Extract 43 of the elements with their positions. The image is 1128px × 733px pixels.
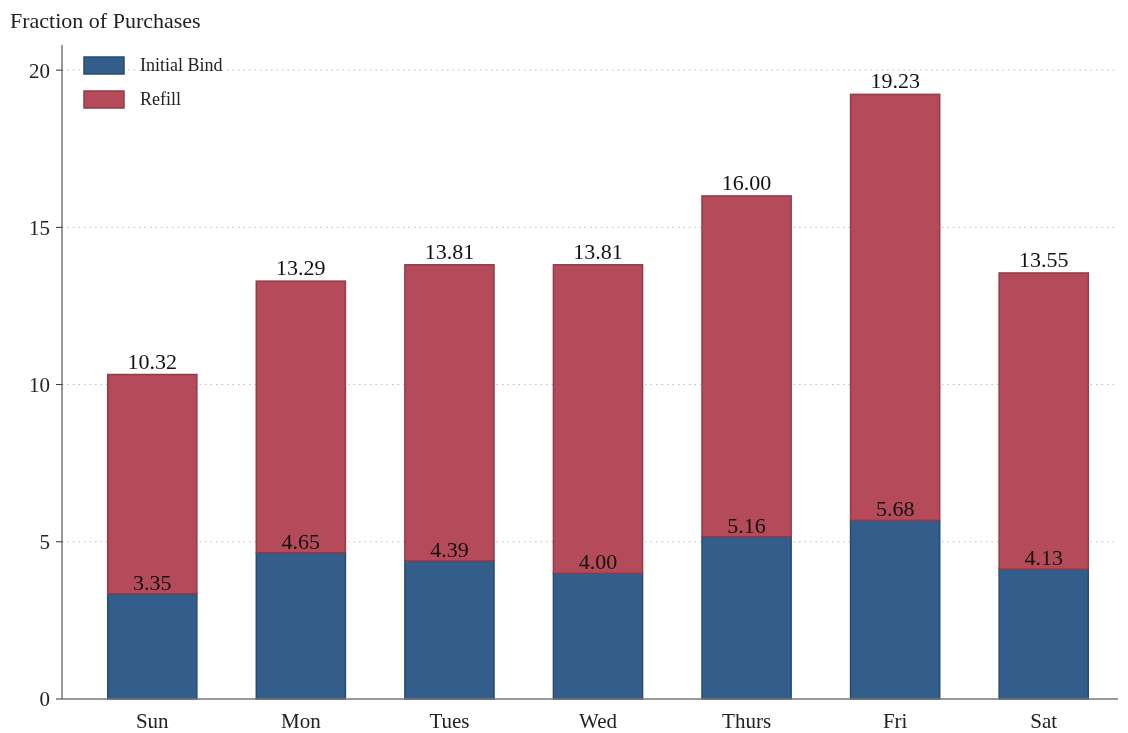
total-label: 10.32 — [127, 348, 178, 374]
total-label: 19.23 — [870, 68, 920, 94]
bar — [998, 272, 1090, 570]
y-tick-label: 20 — [29, 58, 50, 83]
bar — [849, 519, 941, 700]
y-axis-title: Fraction of Purchases — [10, 8, 201, 33]
x-tick-label: Fri — [882, 709, 908, 733]
data-label: 4.65 — [281, 528, 321, 554]
x-tick-label: Tues — [429, 709, 470, 733]
bar — [701, 536, 792, 700]
bar — [552, 264, 644, 574]
bar — [404, 264, 495, 562]
bar — [106, 592, 198, 700]
y-tick-label: 0 — [39, 687, 50, 712]
data-label: 4.13 — [1024, 545, 1063, 571]
data-label: 3.35 — [133, 569, 172, 595]
x-tick-label: Sun — [135, 709, 170, 733]
bar — [255, 280, 347, 554]
bar — [701, 195, 792, 538]
total-label: 16.00 — [721, 169, 772, 195]
bar — [106, 373, 198, 595]
data-label: 4.00 — [578, 549, 618, 575]
total-label: 13.55 — [1018, 246, 1069, 272]
total-label: 13.81 — [424, 238, 475, 264]
legend-label: Initial Bind — [140, 55, 223, 76]
x-tick-label: Mon — [281, 709, 322, 733]
y-tick-label: 10 — [29, 372, 50, 397]
bar — [849, 93, 941, 522]
x-tick-label: Thurs — [722, 709, 772, 733]
legend-label: Refill — [140, 89, 181, 110]
bar — [998, 568, 1090, 700]
bar — [552, 572, 644, 700]
bar — [404, 560, 495, 700]
data-label: 5.16 — [727, 512, 766, 538]
data-label: 5.68 — [875, 496, 915, 522]
total-label: 13.81 — [573, 238, 623, 264]
data-label: 4.39 — [430, 536, 469, 562]
x-tick-label: Sat — [1030, 709, 1058, 733]
y-tick-label: 5 — [39, 530, 50, 555]
y-tick-label: 15 — [29, 215, 50, 240]
x-tick-label: Wed — [579, 709, 618, 733]
bar — [255, 552, 347, 700]
total-label: 13.29 — [276, 255, 326, 281]
